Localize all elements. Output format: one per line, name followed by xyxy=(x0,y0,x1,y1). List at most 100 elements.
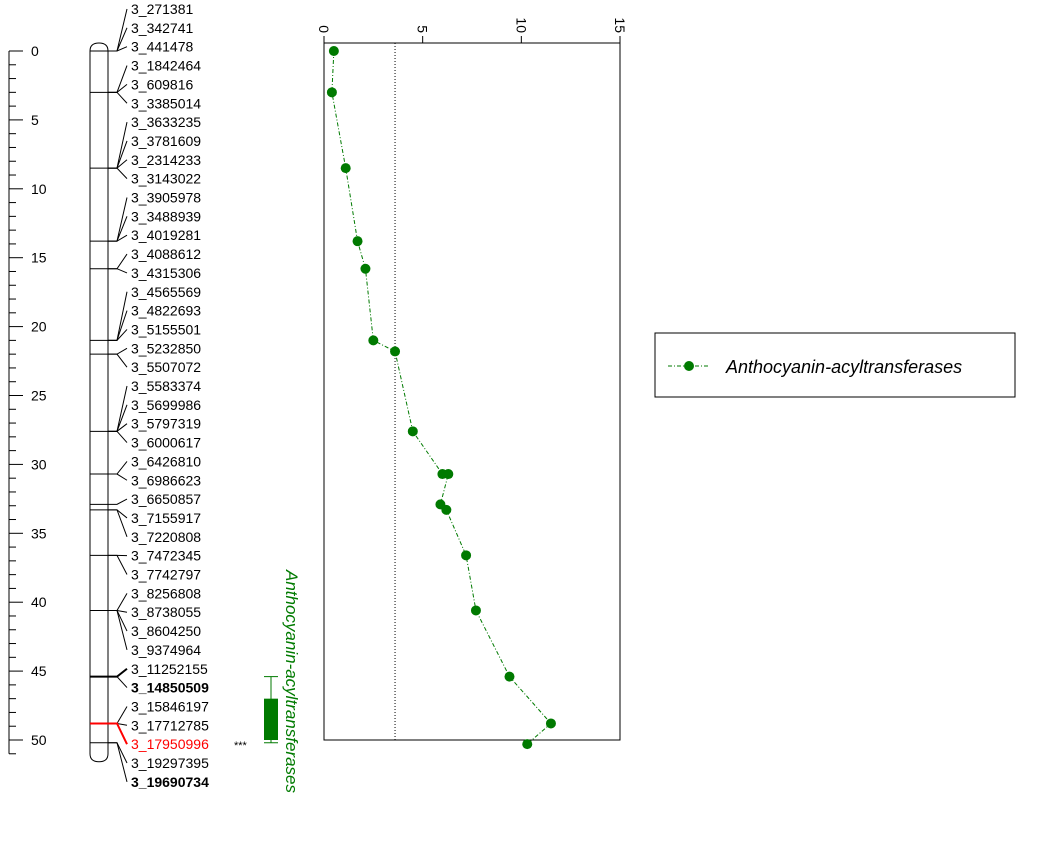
lod-point xyxy=(368,335,379,346)
marker-label: 3_4019281 xyxy=(131,227,201,243)
marker-label: 3_3633235 xyxy=(131,114,201,130)
marker-label: 3_5507072 xyxy=(131,359,201,375)
lod-point xyxy=(545,718,556,729)
lod-tick-label: 5 xyxy=(415,25,431,33)
marker-connector xyxy=(108,667,128,678)
lod-plot-frame xyxy=(323,42,621,741)
scale-tick-label: 25 xyxy=(31,388,47,404)
marker-label: 3_19297395 xyxy=(131,755,209,771)
marker-label: 3_5232850 xyxy=(131,340,201,356)
marker-label: 3_5699986 xyxy=(131,397,201,413)
lod-point xyxy=(352,236,363,247)
marker-label: 3_8738055 xyxy=(131,604,201,620)
marker-connector xyxy=(108,329,128,341)
marker-connector xyxy=(108,609,128,651)
lod-point xyxy=(360,263,371,274)
marker-label: 3_3385014 xyxy=(131,95,201,111)
marker-connector xyxy=(108,706,128,724)
lod-profile-panel: 0 5 10 15 xyxy=(316,17,628,750)
qtl-box xyxy=(264,698,278,740)
scale-tick-label: 5 xyxy=(31,112,39,128)
marker-label: 3_6000617 xyxy=(131,435,201,451)
marker-connector xyxy=(108,8,128,52)
marker-connector xyxy=(108,197,128,242)
legend-marker-swatch xyxy=(684,361,694,371)
marker-label: 3_4565569 xyxy=(131,284,201,300)
chromosome-bar xyxy=(89,42,109,763)
marker-label: 3_9374964 xyxy=(131,642,201,658)
marker-connector xyxy=(108,461,128,475)
scale-tick-label: 35 xyxy=(31,525,47,541)
chromosome-outline xyxy=(89,42,109,763)
lod-point xyxy=(470,605,481,616)
marker-connector xyxy=(108,65,128,93)
marker-label: 3_441478 xyxy=(131,39,194,55)
marker-connector xyxy=(108,554,128,575)
marker-label: 3_7220808 xyxy=(131,529,201,545)
marker-label: 3_11252155 xyxy=(131,661,208,677)
marker-label: 3_3905978 xyxy=(131,190,201,206)
marker-label: 3_5797319 xyxy=(131,416,201,432)
marker-label: 3_7472345 xyxy=(131,548,201,564)
marker-label: 3_4088612 xyxy=(131,246,201,262)
scale-tick-label: 40 xyxy=(31,594,47,610)
marker-connector xyxy=(108,268,128,274)
lod-point xyxy=(326,87,337,98)
marker-connector xyxy=(108,385,128,432)
qtl-label: Anthocyanin-acyltransferases xyxy=(282,569,301,794)
marker-label: 3_17950996 xyxy=(131,736,209,752)
lod-point xyxy=(443,469,454,480)
marker-connector xyxy=(108,473,128,481)
marker-label: 3_15846197 xyxy=(131,698,209,714)
marker-label: 3_14850509 xyxy=(131,680,209,696)
marker-labels: 3_271381 3_342741 3_441478 3_1842464 3_60981… xyxy=(108,1,248,790)
marker-connector xyxy=(108,121,128,169)
marker-label: 3_2314233 xyxy=(131,152,201,168)
marker-connector xyxy=(108,167,128,179)
lod-point xyxy=(504,671,515,682)
marker-label: 3_3488939 xyxy=(131,208,201,224)
marker-label: 3_17712785 xyxy=(131,717,209,733)
marker-connector xyxy=(108,509,128,537)
scale-tick-label: 30 xyxy=(31,456,47,472)
marker-label: 3_6986623 xyxy=(131,472,201,488)
marker-label: 3_3143022 xyxy=(131,171,201,187)
marker-label: 3_4822693 xyxy=(131,303,201,319)
marker-connector xyxy=(108,722,128,745)
lod-tick-label: 15 xyxy=(612,17,628,33)
marker-label: 3_342741 xyxy=(131,20,194,36)
marker-connector xyxy=(108,593,128,611)
lod-point xyxy=(328,46,339,56)
lod-point xyxy=(340,163,351,174)
scale-tick-label: 15 xyxy=(31,250,47,266)
marker-connector xyxy=(108,91,128,104)
marker-connector xyxy=(108,430,128,443)
marker-label: 3_8604250 xyxy=(131,623,201,639)
scale-tick-label: 45 xyxy=(31,663,47,679)
marker-connector xyxy=(108,46,128,52)
marker-label: 3_7742797 xyxy=(131,567,201,583)
scale-tick-label: 0 xyxy=(31,43,39,59)
scale-tick-label: 10 xyxy=(31,181,47,197)
lod-point xyxy=(461,550,472,561)
marker-connector xyxy=(108,347,128,355)
marker-label: 3_4315306 xyxy=(131,265,201,281)
marker-label: 3_5155501 xyxy=(131,321,201,337)
qtl-interval: Anthocyanin-acyltransferases xyxy=(264,569,301,794)
lod-point xyxy=(390,346,401,357)
marker-label: 3_1842464 xyxy=(131,58,201,74)
marker-label: 3_609816 xyxy=(131,76,194,92)
lod-point xyxy=(522,739,533,750)
marker-label: 3_271381 xyxy=(131,1,194,17)
significance-flag: *** xyxy=(234,740,248,752)
marker-label: 3_6650857 xyxy=(131,491,201,507)
lod-tick-label: 10 xyxy=(513,17,529,33)
map-scale-axis: 0 5 10 15 20 25 30 35 40 45 50 xyxy=(8,43,47,755)
scale-tick-label: 50 xyxy=(31,732,47,748)
legend-box xyxy=(654,332,1016,398)
marker-label: 3_3781609 xyxy=(131,133,201,149)
marker-label: 3_6426810 xyxy=(131,453,201,469)
marker-connector xyxy=(108,234,128,242)
marker-label: 3_19690734 xyxy=(131,774,209,790)
